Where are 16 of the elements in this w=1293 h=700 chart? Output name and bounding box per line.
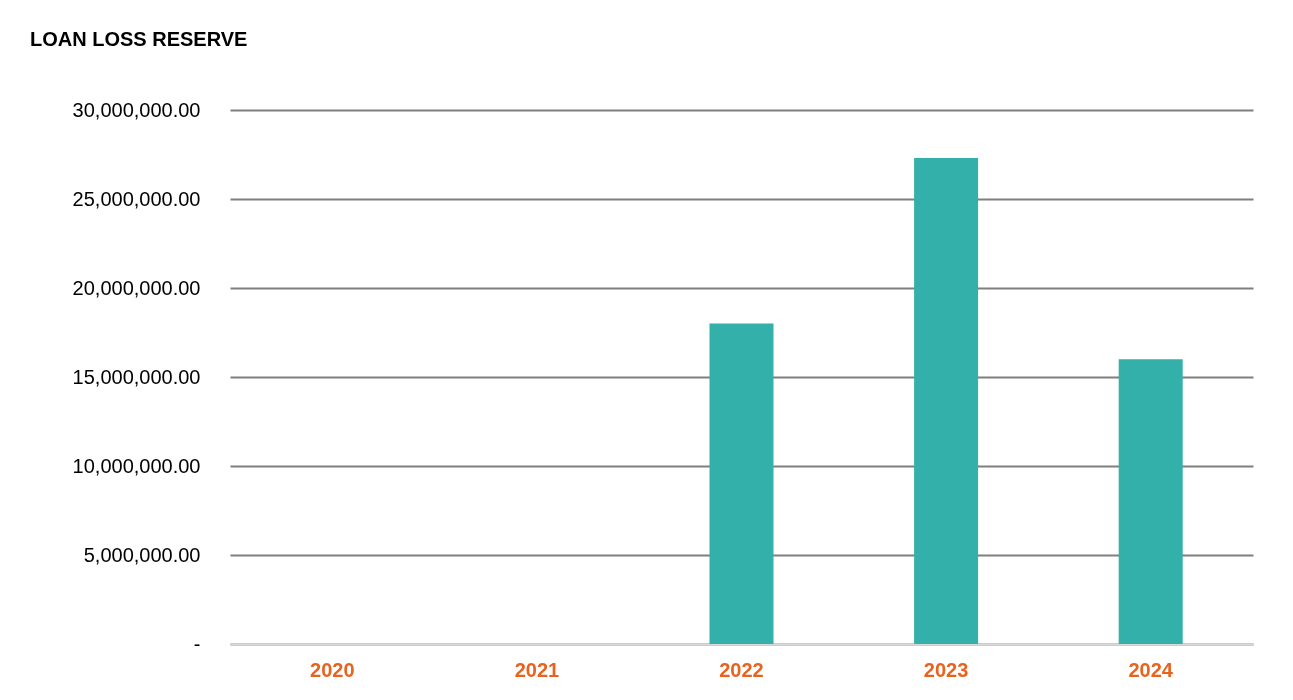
y-tick-label: 25,000,000.00: [72, 187, 201, 210]
bar: [1118, 359, 1183, 644]
x-tick-label: 2020: [310, 658, 355, 681]
x-tick-label: 2023: [923, 658, 969, 681]
chart-title: LOAN LOSS RESERVE: [30, 28, 248, 50]
bar: [914, 158, 979, 644]
x-tick-label: 2021: [514, 658, 560, 681]
y-tick-label: 30,000,000.00: [72, 98, 201, 121]
x-tick-label: 2022: [719, 658, 764, 681]
y-tick-label: 10,000,000.00: [72, 454, 201, 477]
y-tick-label: 5,000,000.00: [83, 543, 201, 566]
y-tick-label: -: [193, 632, 201, 655]
y-tick-label: 20,000,000.00: [72, 276, 201, 299]
bar: [709, 323, 774, 644]
x-tick-label: 2024: [1128, 658, 1174, 681]
y-tick-label: 15,000,000.00: [72, 365, 201, 388]
